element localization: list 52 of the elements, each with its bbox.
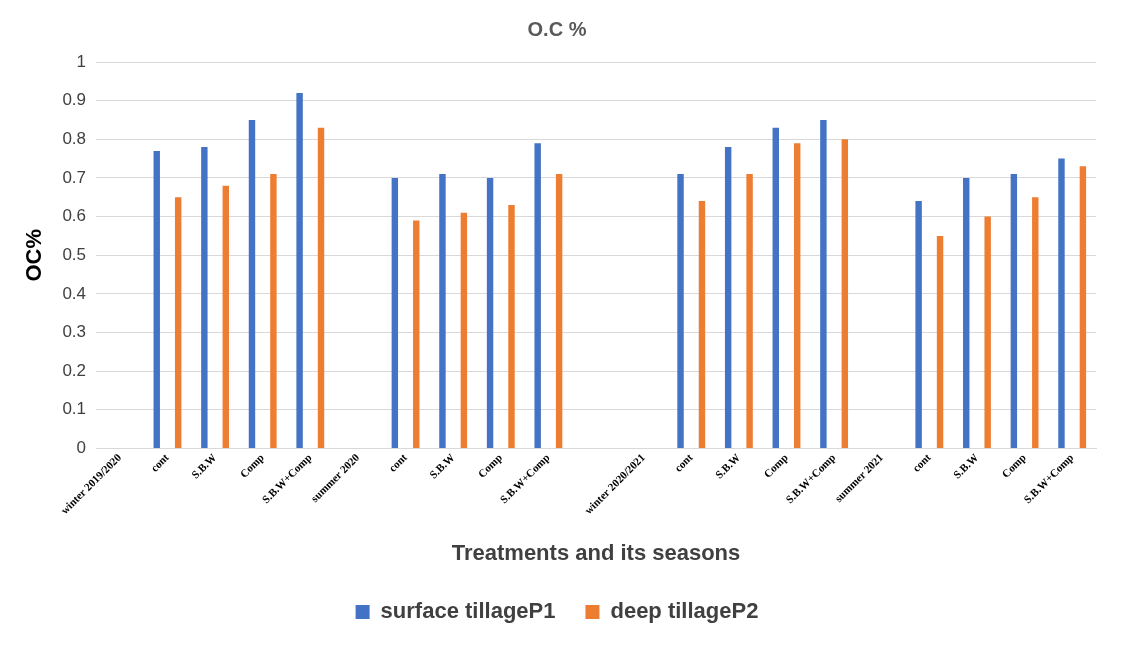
y-tick-label: 0.3 [62, 322, 87, 342]
x-tick-label: cont [671, 450, 695, 474]
bar [1010, 174, 1018, 448]
y-tick-label: 0.2 [62, 360, 87, 380]
y-axis-title: OC% [21, 228, 47, 282]
bar [1032, 197, 1039, 448]
bar [841, 139, 849, 448]
y-tick-label: 0.5 [62, 244, 87, 264]
y-tick-label: 1 [76, 51, 87, 71]
bar [534, 143, 541, 448]
bar [391, 177, 399, 448]
bar [317, 127, 325, 448]
bar [248, 119, 256, 448]
bar [936, 235, 944, 448]
bar [698, 201, 706, 448]
bar [439, 174, 446, 448]
chart-title: O.C % [527, 17, 587, 40]
bar [555, 174, 563, 448]
y-tick-label: 0.6 [62, 206, 87, 226]
bar [201, 147, 208, 448]
bar [772, 127, 779, 448]
y-tick-label: 0.8 [62, 128, 87, 148]
y-tick-label: 0 [76, 438, 87, 458]
bar [270, 174, 277, 448]
bar [222, 185, 229, 448]
bar [915, 201, 922, 448]
y-tick-label: 0.9 [62, 90, 87, 110]
bar [793, 143, 801, 448]
bar [153, 150, 160, 448]
bar [508, 204, 515, 448]
bar [1058, 158, 1065, 448]
y-tick-label: 0.7 [62, 167, 87, 187]
y-tick-label: 0.1 [62, 399, 87, 419]
x-tick-label: cont [910, 450, 933, 474]
x-tick-label: cont [148, 450, 172, 474]
bar [746, 174, 753, 448]
bar [984, 216, 991, 448]
y-tick-label: 0.4 [62, 283, 87, 303]
bar [296, 92, 303, 448]
x-tick-label: cont [386, 450, 410, 474]
bar [1079, 166, 1087, 448]
legend-label: deep tillageP2 [610, 598, 759, 624]
bar [174, 197, 182, 448]
bar [413, 220, 420, 448]
bar [460, 212, 468, 448]
x-axis-title: Treatments and its seasons [451, 539, 741, 565]
bar [963, 177, 970, 448]
bar [724, 147, 732, 448]
bar [820, 119, 827, 448]
bar [677, 174, 684, 448]
legend-label: surface tillageP1 [380, 598, 556, 624]
bar [486, 177, 494, 448]
